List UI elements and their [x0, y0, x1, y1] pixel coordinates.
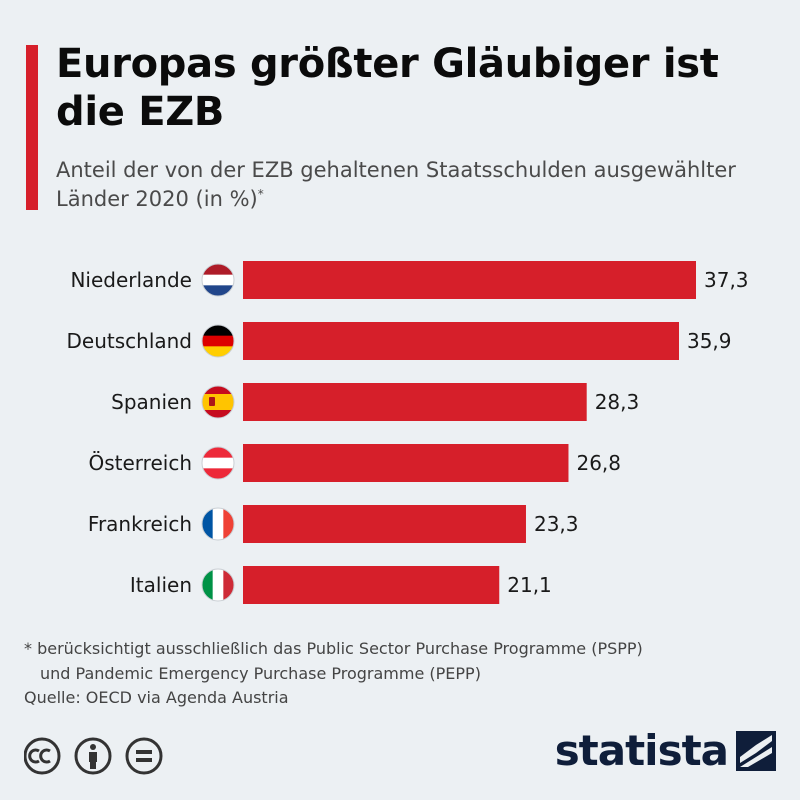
attribution-icon[interactable]	[74, 737, 112, 775]
chart-subtitle: Anteil der von der EZB gehaltenen Staats…	[56, 156, 776, 214]
bar	[243, 505, 526, 543]
footnote-line-2: und Pandemic Emergency Purchase Programm…	[40, 664, 481, 683]
subtitle-footnote-marker: *	[257, 187, 264, 201]
footnote: * berücksichtigt ausschließlich das Publ…	[24, 636, 764, 686]
flag-de-icon	[201, 324, 235, 358]
value-label: 26,8	[576, 451, 621, 475]
category-label: Österreich	[89, 451, 193, 475]
value-label: 37,3	[704, 268, 749, 292]
source: Quelle: OECD via Agenda Austria	[24, 688, 289, 707]
flag-nl-icon	[201, 263, 235, 297]
bar	[243, 566, 500, 604]
flag-at-icon	[201, 446, 235, 480]
bar	[243, 322, 679, 360]
cc-icon[interactable]	[23, 737, 61, 775]
category-label: Niederlande	[70, 268, 192, 292]
bar	[243, 444, 569, 482]
license-icons	[23, 736, 164, 780]
value-label: 23,3	[534, 512, 579, 536]
category-label: Spanien	[111, 390, 192, 414]
statista-logo[interactable]: statista	[555, 726, 776, 775]
category-label: Frankreich	[88, 512, 192, 536]
category-label: Deutschland	[67, 329, 193, 353]
flag-fr-icon	[201, 507, 235, 541]
value-label: 28,3	[595, 390, 640, 414]
category-label: Italien	[130, 573, 192, 597]
no-derivatives-icon[interactable]	[125, 737, 163, 775]
value-label: 35,9	[687, 329, 732, 353]
footnote-line-1: * berücksichtigt ausschließlich das Publ…	[24, 639, 643, 658]
chart-title: Europas größter Gläubiger ist die EZB	[56, 41, 719, 135]
bar	[243, 261, 696, 299]
value-label: 21,1	[507, 573, 552, 597]
logo-text: statista	[554, 726, 729, 775]
accent-bar	[26, 45, 38, 210]
subtitle-text: Anteil der von der EZB gehaltenen Staats…	[56, 158, 736, 211]
bar-chart: Niederlande 37,3 Deutschland 35,9 Spanien 28,…	[67, 261, 749, 604]
statista-logo-icon	[736, 730, 776, 771]
flag-es-icon	[201, 385, 235, 419]
bar	[243, 383, 587, 421]
flag-it-icon	[201, 568, 235, 602]
